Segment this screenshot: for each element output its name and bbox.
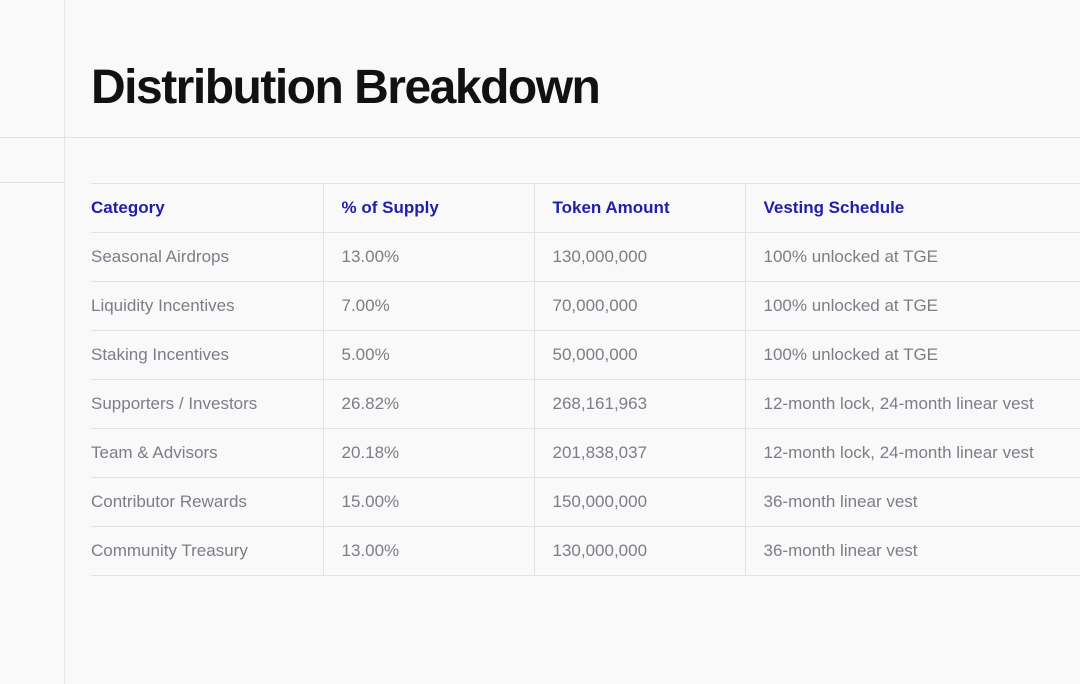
cell-vesting: 100% unlocked at TGE [745, 330, 1080, 380]
cell-amount: 201,838,037 [534, 428, 746, 478]
cell-amount: 150,000,000 [534, 477, 746, 527]
cell-vesting: 36-month linear vest [745, 526, 1080, 576]
cell-amount: 50,000,000 [534, 330, 746, 380]
table-row: Seasonal Airdrops 13.00% 130,000,000 100… [91, 232, 1080, 282]
cell-supply: 20.18% [323, 428, 535, 478]
table-row: Supporters / Investors 26.82% 268,161,96… [91, 379, 1080, 429]
cell-vesting: 12-month lock, 24-month linear vest [745, 379, 1080, 429]
column-header-vesting: Vesting Schedule [745, 183, 1080, 233]
table-row: Liquidity Incentives 7.00% 70,000,000 10… [91, 281, 1080, 331]
cell-supply: 13.00% [323, 232, 535, 282]
cell-amount: 268,161,963 [534, 379, 746, 429]
cell-category: Seasonal Airdrops [91, 232, 324, 282]
header-divider [0, 137, 1080, 138]
cell-category: Supporters / Investors [91, 379, 324, 429]
cell-supply: 13.00% [323, 526, 535, 576]
cell-supply: 5.00% [323, 330, 535, 380]
table-row: Contributor Rewards 15.00% 150,000,000 3… [91, 477, 1080, 527]
table-row: Staking Incentives 5.00% 50,000,000 100%… [91, 330, 1080, 380]
cell-vesting: 100% unlocked at TGE [745, 281, 1080, 331]
cell-amount: 130,000,000 [534, 526, 746, 576]
cell-amount: 70,000,000 [534, 281, 746, 331]
cell-category: Liquidity Incentives [91, 281, 324, 331]
table-row: Team & Advisors 20.18% 201,838,037 12-mo… [91, 428, 1080, 478]
cell-vesting: 12-month lock, 24-month linear vest [745, 428, 1080, 478]
sidebar-section-divider [0, 182, 64, 183]
distribution-table: Category % of Supply Token Amount Vestin… [91, 183, 1080, 576]
distribution-table-container: Category % of Supply Token Amount Vestin… [91, 183, 1080, 576]
cell-supply: 26.82% [323, 379, 535, 429]
table-header-row: Category % of Supply Token Amount Vestin… [91, 183, 1080, 233]
cell-amount: 130,000,000 [534, 232, 746, 282]
cell-category: Community Treasury [91, 526, 324, 576]
cell-supply: 7.00% [323, 281, 535, 331]
cell-vesting: 36-month linear vest [745, 477, 1080, 527]
column-header-category: Category [91, 183, 324, 233]
column-header-supply: % of Supply [323, 183, 535, 233]
cell-vesting: 100% unlocked at TGE [745, 232, 1080, 282]
column-header-amount: Token Amount [534, 183, 746, 233]
table-row: Community Treasury 13.00% 130,000,000 36… [91, 526, 1080, 576]
cell-category: Contributor Rewards [91, 477, 324, 527]
page-title: Distribution Breakdown [91, 61, 601, 114]
sidebar-divider [64, 0, 65, 684]
cell-category: Staking Incentives [91, 330, 324, 380]
cell-supply: 15.00% [323, 477, 535, 527]
cell-category: Team & Advisors [91, 428, 324, 478]
